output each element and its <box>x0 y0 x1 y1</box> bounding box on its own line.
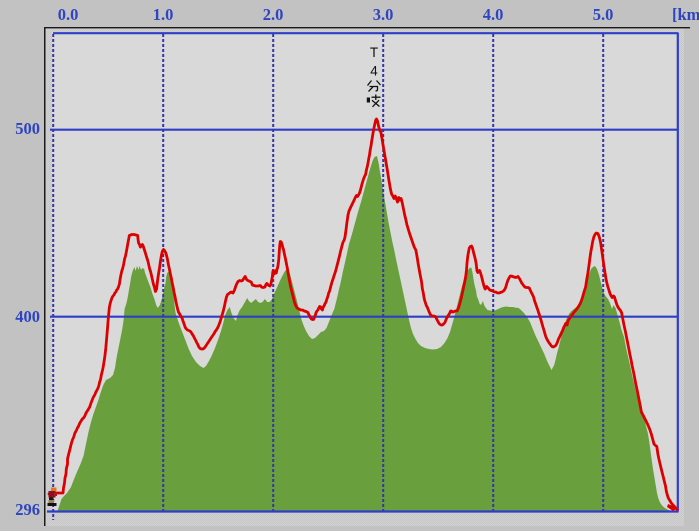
svg-text:296: 296 <box>15 500 40 519</box>
svg-text:400: 400 <box>15 307 40 326</box>
svg-text:[km]: [km] <box>672 5 699 24</box>
svg-text:3.0: 3.0 <box>373 5 394 24</box>
svg-text:500: 500 <box>15 119 40 138</box>
svg-text:4: 4 <box>370 64 378 79</box>
svg-text:1.0: 1.0 <box>153 5 174 24</box>
svg-text:0.0: 0.0 <box>58 5 79 24</box>
svg-text:2.0: 2.0 <box>263 5 284 24</box>
svg-text:5.0: 5.0 <box>593 5 614 24</box>
svg-text:T: T <box>370 45 378 60</box>
svg-text:4.0: 4.0 <box>483 5 504 24</box>
